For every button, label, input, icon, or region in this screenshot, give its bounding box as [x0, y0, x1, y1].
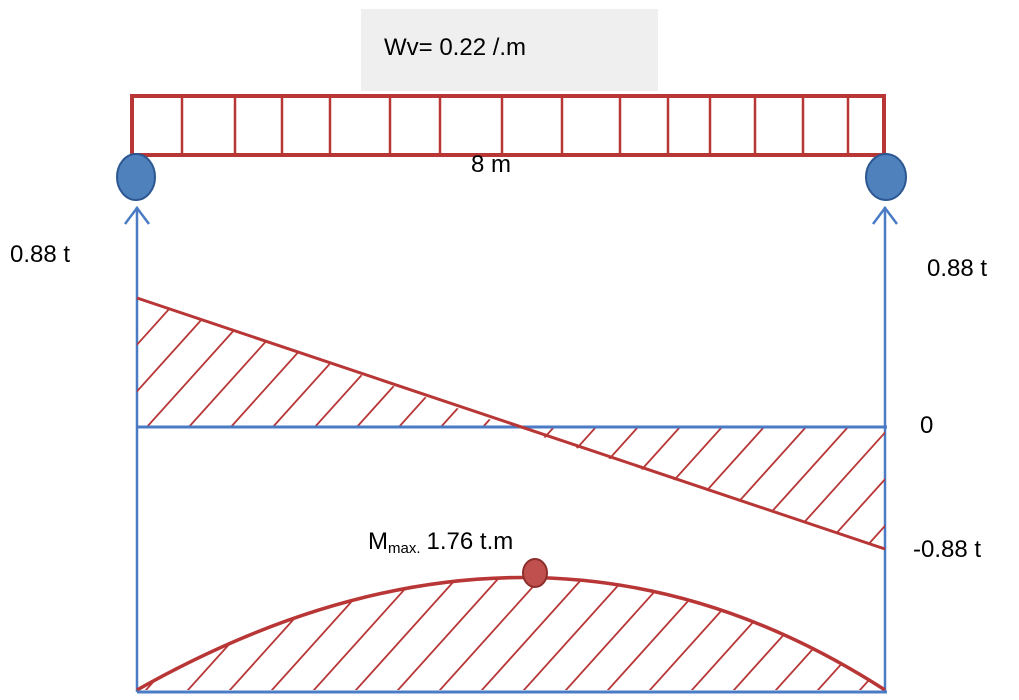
load-ticks: [180, 98, 850, 153]
moment-curve: [136, 575, 886, 692]
hatch-line: [188, 298, 306, 427]
hatch-line: [482, 298, 512, 427]
hatch-line: [857, 577, 885, 690]
hatch-line: [695, 427, 807, 549]
load-label-box: [361, 9, 658, 91]
right-reaction-arrow: [872, 205, 898, 692]
right-support-icon: [865, 153, 907, 201]
shear-diagram: [136, 296, 887, 551]
load-block: [130, 94, 886, 157]
hatch-line: [395, 577, 516, 690]
hatch-line: [146, 298, 264, 427]
hatch-line: [815, 577, 885, 690]
moment-max-symbol: M: [368, 528, 388, 555]
hatch-line: [137, 298, 138, 427]
shear-hatching: [137, 298, 885, 549]
hatch-line: [821, 427, 885, 549]
span-label: 8 m: [471, 151, 511, 178]
hatch-line: [863, 427, 885, 549]
moment-max-value: 1.76 t.m: [427, 528, 514, 555]
right-reaction-label: 0.88 t: [927, 255, 987, 282]
hatch-line: [356, 298, 474, 427]
hatch-line: [137, 577, 180, 690]
shear-zero-label: 0: [920, 412, 933, 439]
hatch-line: [137, 298, 222, 427]
hatch-line: [137, 298, 180, 427]
shear-end-label: -0.88 t: [913, 536, 981, 563]
shear-line: [136, 296, 886, 551]
moment-max-point: [522, 558, 548, 588]
hatch-line: [398, 298, 512, 427]
left-reaction-label: 0.88 t: [10, 241, 70, 268]
distributed-load: [130, 94, 886, 157]
left-reaction-arrow: [124, 205, 150, 692]
hatch-line: [440, 298, 512, 427]
moment-max-subscript: max.: [388, 540, 421, 557]
hatch-line: [137, 577, 138, 690]
moment-diagram: [136, 558, 887, 694]
hatch-line: [479, 577, 600, 690]
left-support-icon: [116, 153, 156, 201]
hatch-line: [569, 427, 681, 549]
hatch-line: [653, 427, 765, 549]
hatch-line: [527, 427, 639, 549]
hatch-line: [525, 298, 641, 427]
load-label: Wv= 0.22 /.m: [384, 34, 526, 61]
moment-max-label: Mmax. 1.76 t.m: [368, 528, 513, 557]
